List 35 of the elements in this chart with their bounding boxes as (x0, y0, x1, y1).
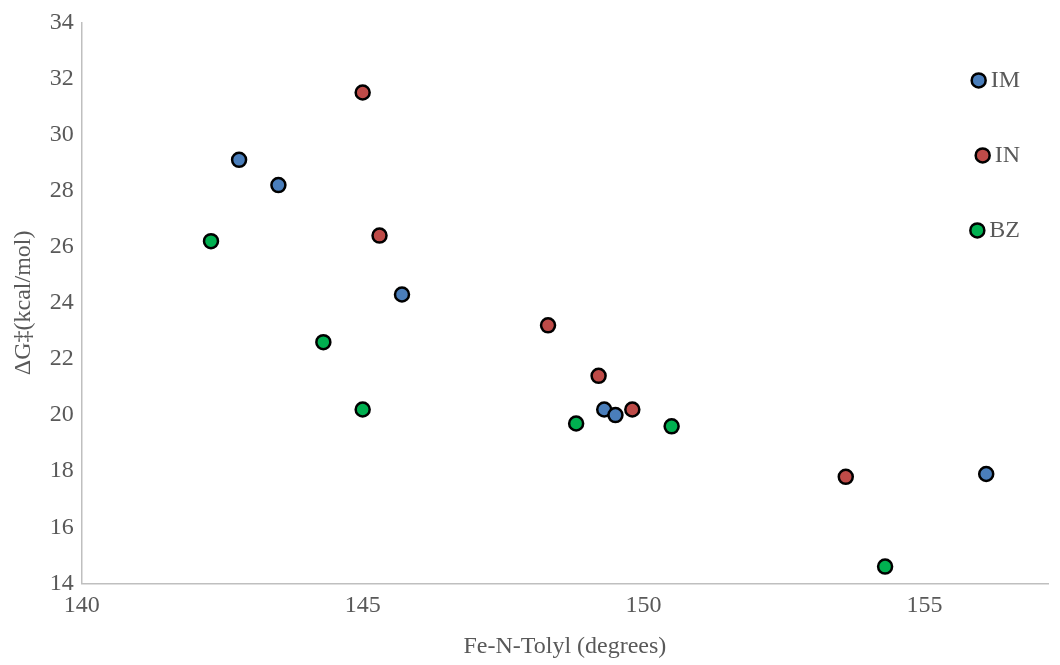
y-axis-title: ΔG‡(kcal/mol) (8, 230, 35, 376)
y-tick-label: 30 (49, 119, 74, 146)
legend-label: BZ (989, 215, 1020, 242)
x-axis-title: Fe-N-Tolyl (degrees) (463, 631, 667, 658)
y-tick-label: 26 (49, 232, 74, 259)
point (977, 465, 995, 483)
x-tick-label: 145 (344, 591, 381, 618)
y-tick-label: 24 (49, 288, 74, 315)
point (315, 333, 332, 351)
point (371, 227, 388, 244)
point (202, 232, 220, 250)
x-tick-label: 150 (625, 591, 662, 618)
point (539, 317, 557, 334)
y-tick-label: 20 (49, 400, 74, 427)
point (270, 176, 287, 194)
point (837, 468, 855, 486)
point (354, 401, 371, 418)
y-tick-label: 18 (49, 456, 74, 483)
legend-label: IN (994, 140, 1020, 167)
y-tick-label: 22 (49, 344, 74, 371)
point (354, 84, 371, 101)
point (567, 415, 585, 432)
legend-label: IM (990, 65, 1021, 92)
y-tick-label: 34 (49, 7, 74, 34)
y-tick-label: 32 (49, 63, 74, 90)
point (230, 151, 248, 169)
y-tick-label: 16 (49, 512, 74, 539)
x-tick-label: 155 (906, 591, 943, 618)
point (876, 558, 894, 575)
point (624, 401, 641, 418)
point (663, 418, 680, 435)
y-tick-label: 28 (49, 176, 74, 202)
point (393, 286, 411, 303)
point (607, 406, 624, 424)
point (590, 367, 607, 385)
